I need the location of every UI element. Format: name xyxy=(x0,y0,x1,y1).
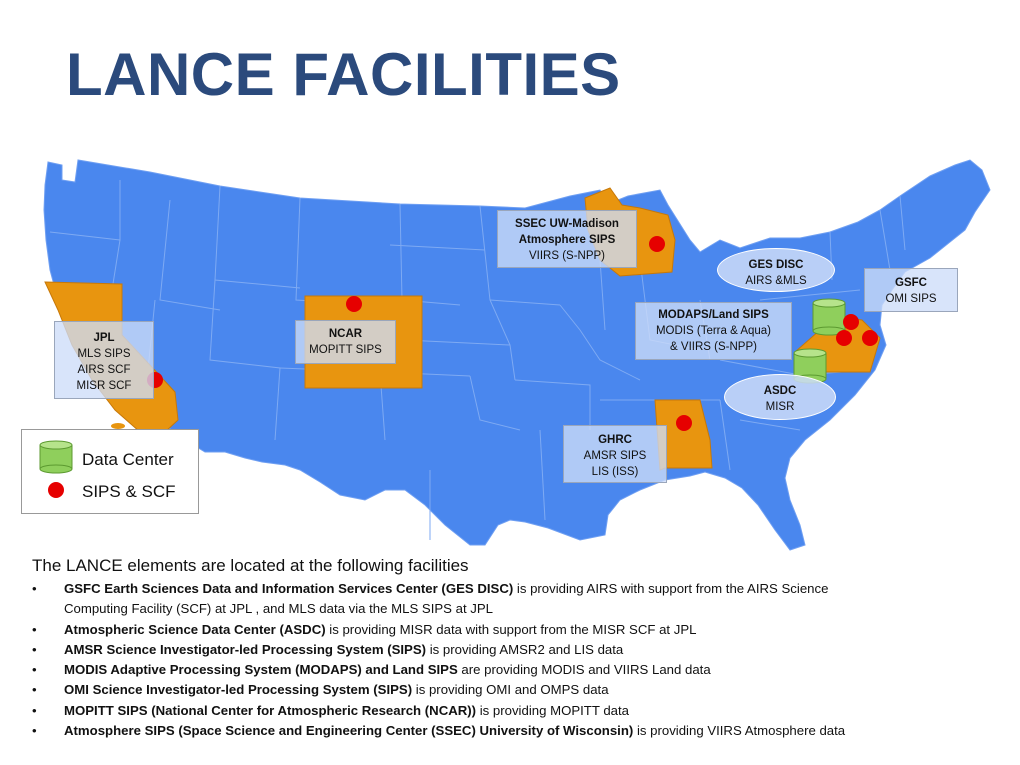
list-item: MOPITT SIPS (National Center for Atmosph… xyxy=(32,701,992,722)
sips-markers xyxy=(147,236,878,431)
legend-sips-icon xyxy=(48,482,64,498)
label-gsfc: GSFC OMI SIPS xyxy=(864,268,958,312)
label-asdc-line: MISR xyxy=(765,401,795,413)
label-ncar-line: MOPITT SIPS xyxy=(309,344,382,356)
label-ges-disc: GES DISC AIRS &MLS xyxy=(717,248,835,292)
list-item-bold: GSFC Earth Sciences Data and Information… xyxy=(64,581,514,596)
label-ssec-name: SSEC UW-Madison xyxy=(515,218,619,230)
facilities-description: The LANCE elements are located at the fo… xyxy=(32,556,992,742)
label-modaps-line: & VIIRS (S-NPP) xyxy=(670,341,757,353)
data-center-icon-ges-disc xyxy=(812,298,846,336)
sips-marker-gsfc-1 xyxy=(843,314,859,330)
list-item: Atmospheric Science Data Center (ASDC) i… xyxy=(32,620,992,641)
label-asdc-name: ASDC xyxy=(763,385,797,397)
sips-marker-gsfc-3 xyxy=(862,330,878,346)
list-item-bold: MODIS Adaptive Processing System (MODAPS… xyxy=(64,662,458,678)
label-gsfc-name: GSFC xyxy=(895,277,927,289)
label-ncar-name: NCAR xyxy=(328,328,363,340)
list-item-bold: OMI Science Investigator-led Processing … xyxy=(64,682,413,698)
list-item-text: is providing AIRS with support from the … xyxy=(513,581,829,596)
list-item-text: is providing VIIRS Atmosphere data xyxy=(633,723,846,739)
label-jpl-name: JPL xyxy=(93,332,115,344)
label-ssec: SSEC UW-Madison Atmosphere SIPS VIIRS (S… xyxy=(497,210,637,268)
page-title: LANCE FACILITIES xyxy=(66,41,621,108)
label-ssec-bold-line: Atmosphere SIPS xyxy=(518,234,616,246)
legend-sips-label: SIPS & SCF xyxy=(82,482,176,501)
sips-marker-ncar xyxy=(346,296,362,312)
legend-data-center-label: Data Center xyxy=(82,450,174,469)
list-item-text: are providing MODIS and VIIRS Land data xyxy=(457,662,711,678)
label-jpl-line: AIRS SCF xyxy=(77,364,131,376)
label-ghrc-line: LIS (ISS) xyxy=(591,466,639,478)
label-modaps-line: MODIS (Terra & Aqua) xyxy=(655,325,772,337)
list-item-text-continued: Computing Facility (SCF) at JPL , and ML… xyxy=(64,601,494,617)
description-heading: The LANCE elements are located at the fo… xyxy=(32,556,469,575)
list-item: MODIS Adaptive Processing System (MODAPS… xyxy=(32,660,992,681)
sips-marker-ghrc xyxy=(676,415,692,431)
label-ghrc-line: AMSR SIPS xyxy=(583,450,647,462)
list-item: OMI Science Investigator-led Processing … xyxy=(32,680,992,701)
list-item-text: is providing AMSR2 and LIS data xyxy=(426,641,624,657)
label-modaps-name: MODAPS/Land SIPS xyxy=(658,309,769,321)
list-item: GSFC Earth Sciences Data and Information… xyxy=(32,579,992,620)
list-item-text: is providing MOPITT data xyxy=(476,702,629,718)
sips-marker-gsfc-2 xyxy=(836,330,852,346)
list-item: Atmosphere SIPS (Space Science and Engin… xyxy=(32,721,992,742)
list-item-bold: AMSR Science Investigator-led Processing… xyxy=(64,641,427,657)
list-item-bold: Atmospheric Science Data Center (ASDC) xyxy=(64,621,326,637)
legend-data-center-icon xyxy=(39,440,73,474)
sips-marker-ssec xyxy=(649,236,665,252)
label-ghrc-name: GHRC xyxy=(598,434,632,446)
label-ssec-line: VIIRS (S-NPP) xyxy=(528,250,606,262)
label-ges-disc-line: AIRS &MLS xyxy=(745,275,807,287)
label-ghrc: GHRC AMSR SIPS LIS (ISS) xyxy=(563,425,667,483)
list-item: AMSR Science Investigator-led Processing… xyxy=(32,640,992,661)
list-item-bold: MOPITT SIPS (National Center for Atmosph… xyxy=(64,702,477,718)
label-jpl-line: MISR SCF xyxy=(76,380,132,392)
facility-list: GSFC Earth Sciences Data and Information… xyxy=(32,579,992,742)
label-gsfc-line: OMI SIPS xyxy=(885,293,937,305)
label-ges-disc-name: GES DISC xyxy=(748,259,804,271)
legend: Data Center SIPS & SCF xyxy=(21,429,199,514)
label-ncar: NCAR MOPITT SIPS xyxy=(295,320,396,364)
label-modaps: MODAPS/Land SIPS MODIS (Terra & Aqua) & … xyxy=(635,302,792,360)
list-item-text: is providing OMI and OMPS data xyxy=(412,682,609,698)
label-jpl: JPL MLS SIPS AIRS SCF MISR SCF xyxy=(54,321,154,399)
label-jpl-line: MLS SIPS xyxy=(77,348,131,360)
list-item-bold: Atmosphere SIPS (Space Science and Engin… xyxy=(64,723,634,739)
label-asdc: ASDC MISR xyxy=(724,374,836,420)
list-item-text: is providing MISR data with support from… xyxy=(325,621,697,637)
